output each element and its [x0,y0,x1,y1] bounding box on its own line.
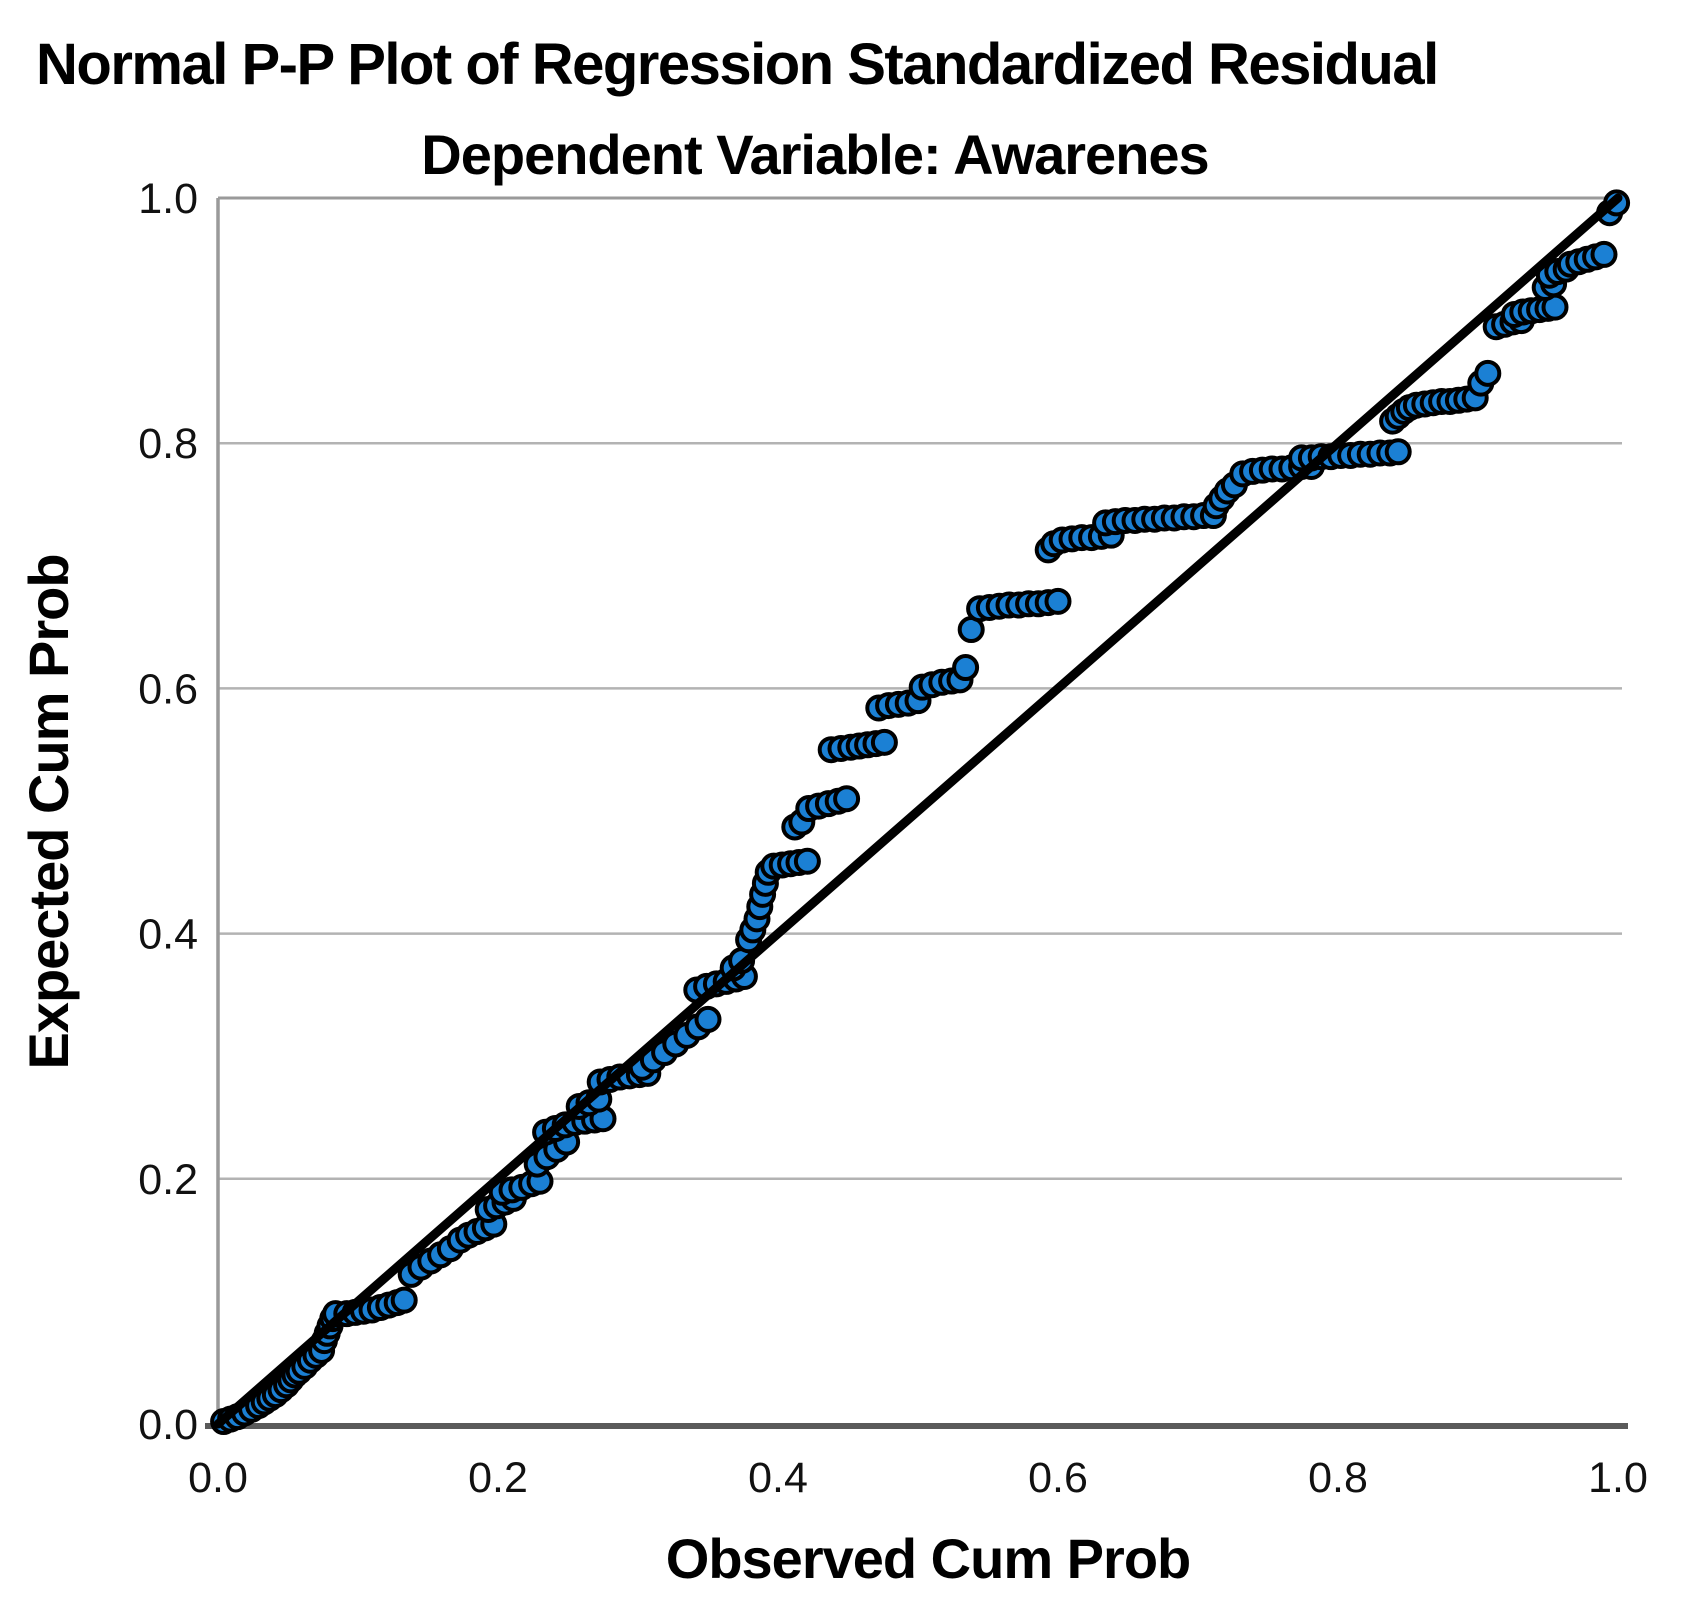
y-tick-label: 0.2 [138,1156,198,1204]
data-point [1474,359,1502,387]
x-axis-title: Observed Cum Prob [666,1527,1190,1590]
chart-title: Normal P-P Plot of Regression Standardiz… [36,32,1438,97]
x-tick-label: 0.8 [1308,1454,1368,1502]
data-point [870,728,898,756]
data-point [390,1286,418,1314]
y-tick-label: 0.4 [138,911,198,959]
plot-area: 0.0 0.2 0.4 0.6 0.8 1.0 0.0 0.2 0.4 0.6 0.8 1.0 [138,175,1648,1502]
x-tick-label: 0.2 [468,1454,528,1502]
data-point [1384,438,1412,466]
data-point [694,1005,722,1033]
y-tick-label: 0.8 [138,420,198,468]
reference-line [213,193,1623,1429]
y-tick-label: 0.6 [138,665,198,713]
data-point [1590,240,1618,268]
y-tick-label: 1.0 [138,175,198,223]
x-tick-label: 0.4 [748,1454,808,1502]
x-tick-label: 0.0 [188,1454,248,1502]
data-point [833,785,861,813]
data-point [1044,587,1072,615]
data-point [793,847,821,875]
y-axis-title: Expected Cum Prob [17,554,80,1069]
x-tick-label: 0.6 [1028,1454,1088,1502]
data-point [952,654,980,682]
y-tick-label: 0.0 [138,1401,198,1449]
x-tick-label: 1.0 [1588,1454,1648,1502]
chart-subtitle: Dependent Variable: Awarenes [421,123,1208,186]
